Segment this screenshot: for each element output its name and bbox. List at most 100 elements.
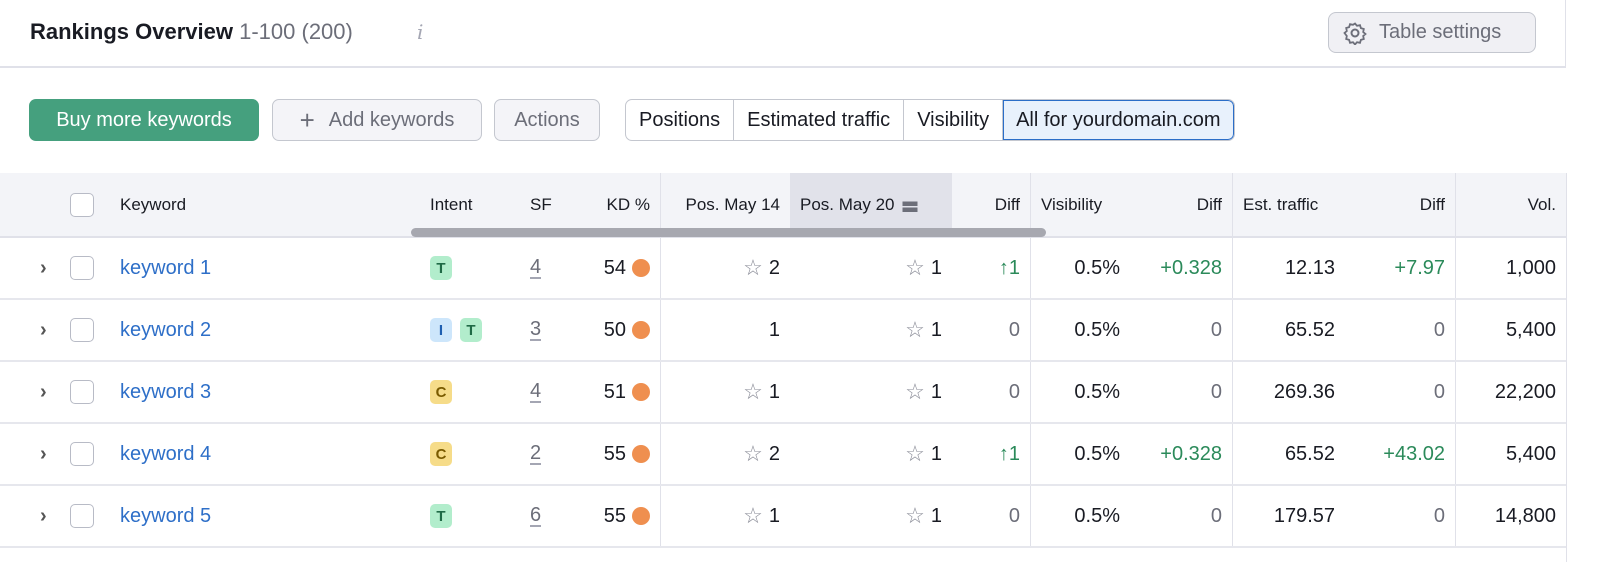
col-intent[interactable]: Intent <box>430 194 473 214</box>
visibility: 0.5% <box>1030 362 1130 422</box>
pos-may20: 1 <box>930 442 942 465</box>
intent-badge: C <box>430 380 452 404</box>
star-icon: ☆ <box>905 255 925 280</box>
intent-badge: T <box>430 256 452 280</box>
tab-positions[interactable]: Positions <box>626 100 735 140</box>
position-diff: 0 <box>1008 504 1020 527</box>
row-checkbox[interactable] <box>70 318 94 342</box>
col-diff[interactable]: Diff <box>994 194 1020 214</box>
expand-chevron-icon[interactable]: › <box>40 380 47 403</box>
intent-badge: T <box>460 318 482 342</box>
intent-cell: C <box>420 362 520 422</box>
col-est-traffic[interactable]: Est. traffic <box>1232 173 1345 236</box>
table-row: › keyword 1 T 4 54 ☆ 2 ☆ 1 ↑1 0.5% +0.328 … <box>0 238 1566 300</box>
position-diff: 0 <box>1008 380 1020 403</box>
star-icon: ☆ <box>905 441 925 466</box>
kd-dot-icon <box>632 321 650 339</box>
info-icon[interactable]: i <box>417 20 424 44</box>
position-diff: 0 <box>1008 318 1020 341</box>
star-icon: ☆ <box>905 379 925 404</box>
vertical-scroll-area <box>1566 173 1600 562</box>
serp-features-count[interactable]: 6 <box>530 504 542 527</box>
col-pos-may14[interactable]: Pos. May 14 <box>660 173 790 236</box>
kd-value: 55 <box>603 504 626 527</box>
col-kd[interactable]: KD % <box>606 194 650 214</box>
expand-chevron-icon[interactable]: › <box>40 318 47 341</box>
volume: 14,800 <box>1455 486 1566 546</box>
expand-chevron-icon[interactable]: › <box>40 504 47 527</box>
plus-icon: + <box>299 104 315 135</box>
visibility-diff: 0 <box>1210 318 1222 341</box>
buy-more-keywords-button[interactable]: Buy more keywords <box>29 99 259 141</box>
kd-dot-icon <box>632 383 650 401</box>
col-keyword[interactable]: Keyword <box>120 194 187 214</box>
volume: 5,400 <box>1455 424 1566 484</box>
volume: 22,200 <box>1455 362 1566 422</box>
est-traffic: 65.52 <box>1232 300 1345 360</box>
visibility-diff: +0.328 <box>1160 442 1222 465</box>
traffic-diff: 0 <box>1433 318 1445 341</box>
view-switcher: Positions Estimated traffic Visibility A… <box>625 99 1235 141</box>
tab-visibility[interactable]: Visibility <box>904 100 1004 140</box>
kd-value: 54 <box>603 256 626 279</box>
result-count: 1-100 (200) <box>239 19 353 44</box>
table-row: › keyword 5 T 6 55 ☆ 1 ☆ 1 0 0.5% 0 179.57… <box>0 486 1566 548</box>
visibility-diff: +0.328 <box>1160 256 1222 279</box>
visibility: 0.5% <box>1030 300 1130 360</box>
expand-chevron-icon[interactable]: › <box>40 442 47 465</box>
row-checkbox[interactable] <box>70 256 94 280</box>
col-volume[interactable]: Vol. <box>1455 173 1566 236</box>
pos-may20: 1 <box>930 318 942 341</box>
actions-button[interactable]: Actions <box>494 99 600 141</box>
tab-estimated-traffic[interactable]: Estimated traffic <box>734 100 905 140</box>
pos-may20: 1 <box>930 380 942 403</box>
table-settings-button[interactable]: Table settings <box>1328 12 1536 53</box>
select-all-checkbox[interactable] <box>70 192 94 217</box>
serp-features-count[interactable]: 2 <box>530 442 542 465</box>
col-pos-may20[interactable]: Pos. May 20 ▬ ▬ <box>790 173 952 236</box>
col-visibility-diff[interactable]: Diff <box>1196 194 1222 214</box>
kd-dot-icon <box>632 507 650 525</box>
star-icon: ☆ <box>743 255 763 280</box>
page-title: Rankings Overview 1-100 (200) <box>30 19 353 44</box>
est-traffic: 269.36 <box>1232 362 1345 422</box>
keyword-link[interactable]: keyword 4 <box>120 442 212 465</box>
visibility-diff: 0 <box>1210 504 1222 527</box>
col-traffic-diff[interactable]: Diff <box>1419 194 1445 214</box>
star-icon: ☆ <box>905 503 925 528</box>
traffic-diff: +7.97 <box>1394 256 1445 279</box>
volume: 5,400 <box>1455 300 1566 360</box>
horizontal-scrollbar[interactable] <box>411 228 1046 237</box>
est-traffic: 65.52 <box>1232 424 1345 484</box>
keyword-link[interactable]: keyword 2 <box>120 318 212 341</box>
expand-chevron-icon[interactable]: › <box>40 256 47 279</box>
keyword-link[interactable]: keyword 5 <box>120 504 212 527</box>
pos-may14: 1 <box>768 504 780 527</box>
rankings-table: Keyword Intent SF KD % Pos. May 14 Pos. … <box>0 173 1566 548</box>
row-checkbox[interactable] <box>70 442 94 466</box>
position-diff: ↑1 <box>998 442 1020 465</box>
serp-features-count[interactable]: 3 <box>530 318 542 341</box>
star-icon: ☆ <box>743 503 763 528</box>
tab-all-for-domain[interactable]: All for yourdomain.com <box>1003 100 1234 140</box>
traffic-diff: 0 <box>1433 380 1445 403</box>
add-keywords-button[interactable]: + Add keywords <box>272 99 482 141</box>
col-visibility[interactable]: Visibility <box>1030 173 1130 236</box>
row-checkbox[interactable] <box>70 504 94 528</box>
kd-dot-icon <box>632 259 650 277</box>
serp-features-count[interactable]: 4 <box>530 380 542 403</box>
col-sf[interactable]: SF <box>530 194 552 214</box>
intent-cell: T <box>420 486 520 546</box>
row-checkbox[interactable] <box>70 380 94 404</box>
kd-dot-icon <box>632 445 650 463</box>
pos-may20: 1 <box>930 504 942 527</box>
visibility: 0.5% <box>1030 238 1130 298</box>
keyword-link[interactable]: keyword 3 <box>120 380 212 403</box>
intent-badge: T <box>430 504 452 528</box>
visibility-diff: 0 <box>1210 380 1222 403</box>
serp-features-count[interactable]: 4 <box>530 256 542 279</box>
keyword-link[interactable]: keyword 1 <box>120 256 212 279</box>
intent-cell: C <box>420 424 520 484</box>
